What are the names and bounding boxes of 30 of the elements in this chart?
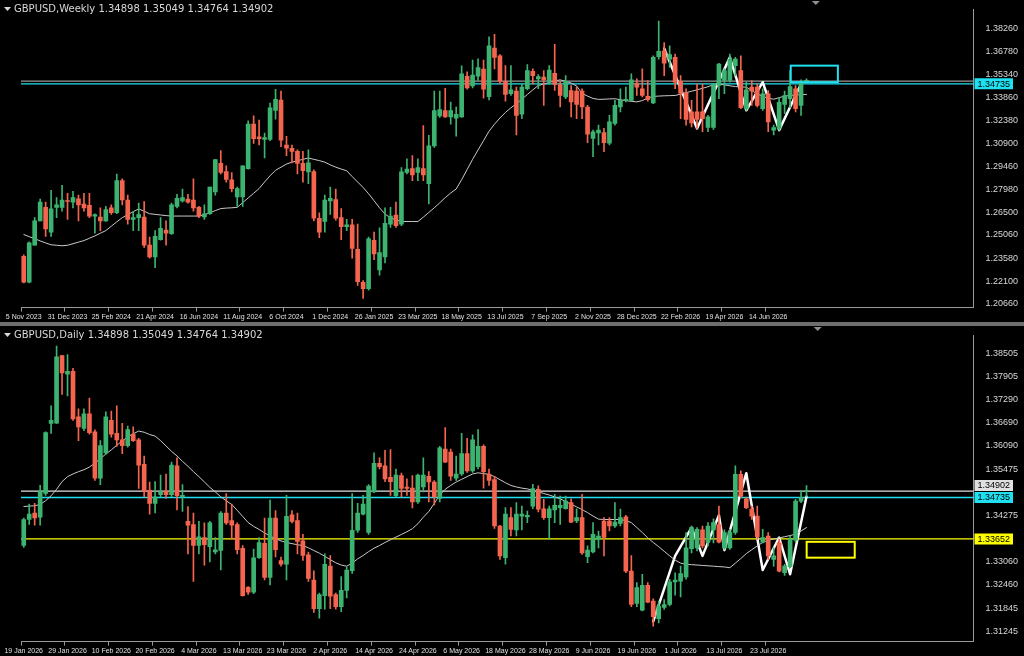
y-tick-label: 1.23580 (985, 252, 1019, 263)
ref-line-label: 1.33652 (977, 533, 1011, 544)
y-tick-label: 1.36690 (985, 417, 1019, 428)
y-tick-label: 1.20660 (985, 298, 1019, 309)
chart-title: GBPUSD,Weekly 1.34898 1.35049 1.34764 1.34902 (14, 3, 274, 14)
y-tick-label: 1.25060 (985, 229, 1019, 240)
y-tick-label: 1.27980 (985, 183, 1019, 194)
y-tick-label: 1.31845 (985, 602, 1019, 613)
ref-line-label: 1.34735 (977, 492, 1011, 503)
chart-title: GBPUSD,Daily 1.34898 1.35049 1.34764 1.34902 (14, 329, 263, 340)
y-tick-label: 1.38505 (985, 347, 1019, 358)
y-tick-label: 1.36090 (985, 440, 1019, 451)
y-tick-label: 1.22100 (985, 275, 1019, 286)
y-tick-label: 1.34275 (985, 509, 1019, 520)
y-tick-label: 1.37290 (985, 394, 1019, 405)
y-tick-label: 1.32380 (985, 115, 1019, 126)
y-tick-label: 1.35340 (985, 68, 1019, 79)
ref-line-label: 1.34902 (977, 480, 1011, 491)
y-tick-label: 1.26500 (985, 206, 1019, 217)
ref-line-label: 1.34735 (977, 78, 1011, 89)
y-tick-label: 1.31245 (985, 625, 1019, 636)
y-tick-label: 1.37905 (985, 370, 1019, 381)
y-tick-label: 1.38260 (985, 23, 1019, 34)
y-tick-label: 1.35475 (985, 463, 1019, 474)
y-tick-label: 1.29460 (985, 160, 1019, 171)
y-tick-label: 1.36780 (985, 46, 1019, 57)
y-tick-label: 1.33860 (985, 91, 1019, 102)
y-tick-label: 1.32460 (985, 579, 1019, 590)
y-tick-label: 1.30900 (985, 138, 1019, 149)
y-tick-label: 1.33060 (985, 556, 1019, 567)
